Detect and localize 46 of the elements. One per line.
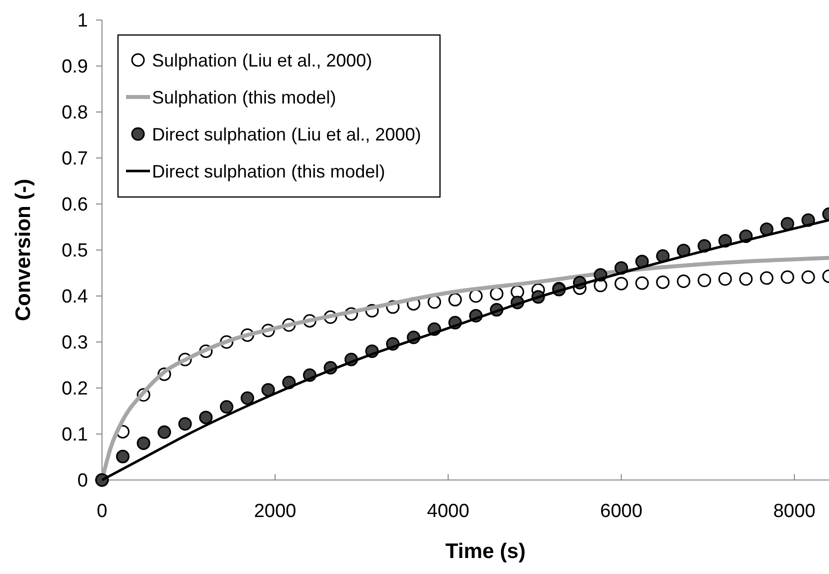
- point: [490, 286, 504, 300]
- y-tick-label: 0.7: [62, 148, 88, 170]
- point: [136, 436, 150, 450]
- y-tick-label: 0.5: [62, 240, 88, 262]
- point: [448, 292, 462, 306]
- point: [428, 295, 442, 309]
- point: [801, 270, 815, 284]
- y-tick-label: 0.9: [62, 56, 88, 78]
- legend-label: Sulphation (Liu et al., 2000): [152, 50, 372, 70]
- point: [158, 425, 172, 439]
- y-tick-label: 0.3: [62, 332, 88, 354]
- legend-label: Direct sulphation (Liu et al., 2000): [152, 124, 422, 144]
- y-tick-label: 1: [77, 10, 88, 32]
- point: [178, 417, 192, 431]
- x-tick-label: 2000: [254, 501, 296, 522]
- point: [676, 274, 690, 288]
- x-axis-title: Time (s): [445, 540, 526, 563]
- y-tick-label: 0: [77, 470, 88, 492]
- point: [199, 410, 213, 424]
- point: [240, 391, 254, 405]
- point: [220, 400, 234, 414]
- legend-label: Direct sulphation (this model): [152, 161, 386, 182]
- point: [780, 270, 794, 284]
- point: [614, 276, 628, 290]
- point: [635, 276, 649, 290]
- point: [116, 450, 130, 464]
- legend-label: Sulphation (this model): [152, 87, 336, 108]
- y-tick-label: 0.2: [62, 378, 88, 400]
- y-tick-label: 0.1: [62, 424, 88, 446]
- y-tick-label: 0.4: [62, 286, 88, 308]
- point: [780, 217, 794, 231]
- y-tick-label: 0.6: [62, 194, 88, 216]
- x-tick-label: 6000: [600, 501, 642, 522]
- point: [656, 275, 670, 289]
- point: [261, 383, 275, 397]
- y-tick-label: 0.8: [62, 102, 88, 124]
- point: [469, 289, 483, 303]
- point: [760, 271, 774, 285]
- point: [718, 272, 732, 286]
- x-tick-label: 0: [96, 501, 108, 522]
- point: [698, 274, 712, 288]
- y-axis-title: Conversion (-): [12, 178, 35, 322]
- x-tick-label: 8000: [773, 501, 816, 522]
- point: [760, 222, 774, 236]
- point: [739, 272, 753, 286]
- x-tick-label: 4000: [427, 501, 470, 522]
